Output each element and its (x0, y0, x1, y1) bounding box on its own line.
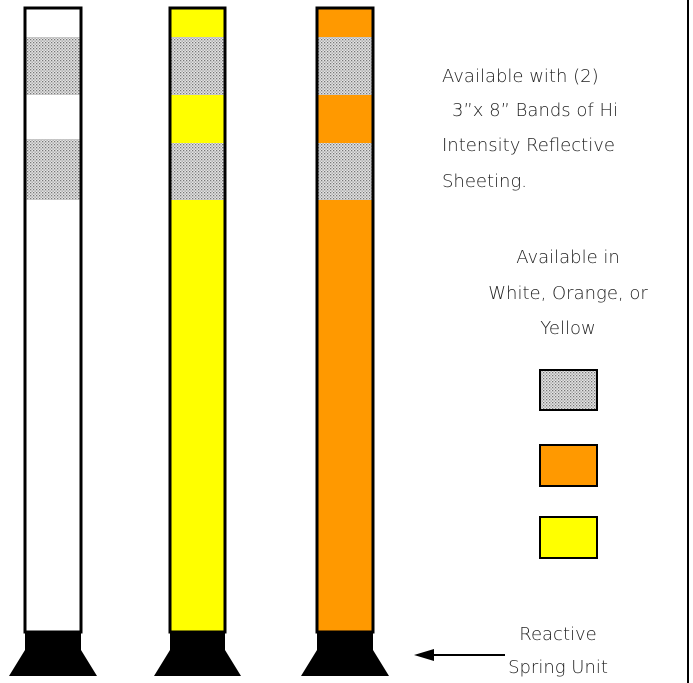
text-line: Spring Unit (508, 657, 608, 678)
yellow-post (154, 6, 241, 676)
text-line: White, Orange, or (488, 283, 648, 304)
text-line: Reactive (519, 624, 596, 645)
swatch-reflective (539, 369, 598, 411)
text-line: Intensity Reflective (442, 135, 615, 156)
text-line: Sheeting. (442, 171, 527, 192)
arrow (414, 649, 505, 661)
orange-post (301, 6, 389, 676)
swatch-orange (539, 444, 598, 487)
text-line: Yellow (540, 318, 595, 339)
white-post (9, 6, 97, 676)
text-line: 3”x 8” Bands of Hi (452, 100, 618, 121)
text-line: Available with (2) (442, 66, 599, 87)
swatch-yellow (539, 516, 598, 559)
text-line: Available in (516, 247, 620, 268)
